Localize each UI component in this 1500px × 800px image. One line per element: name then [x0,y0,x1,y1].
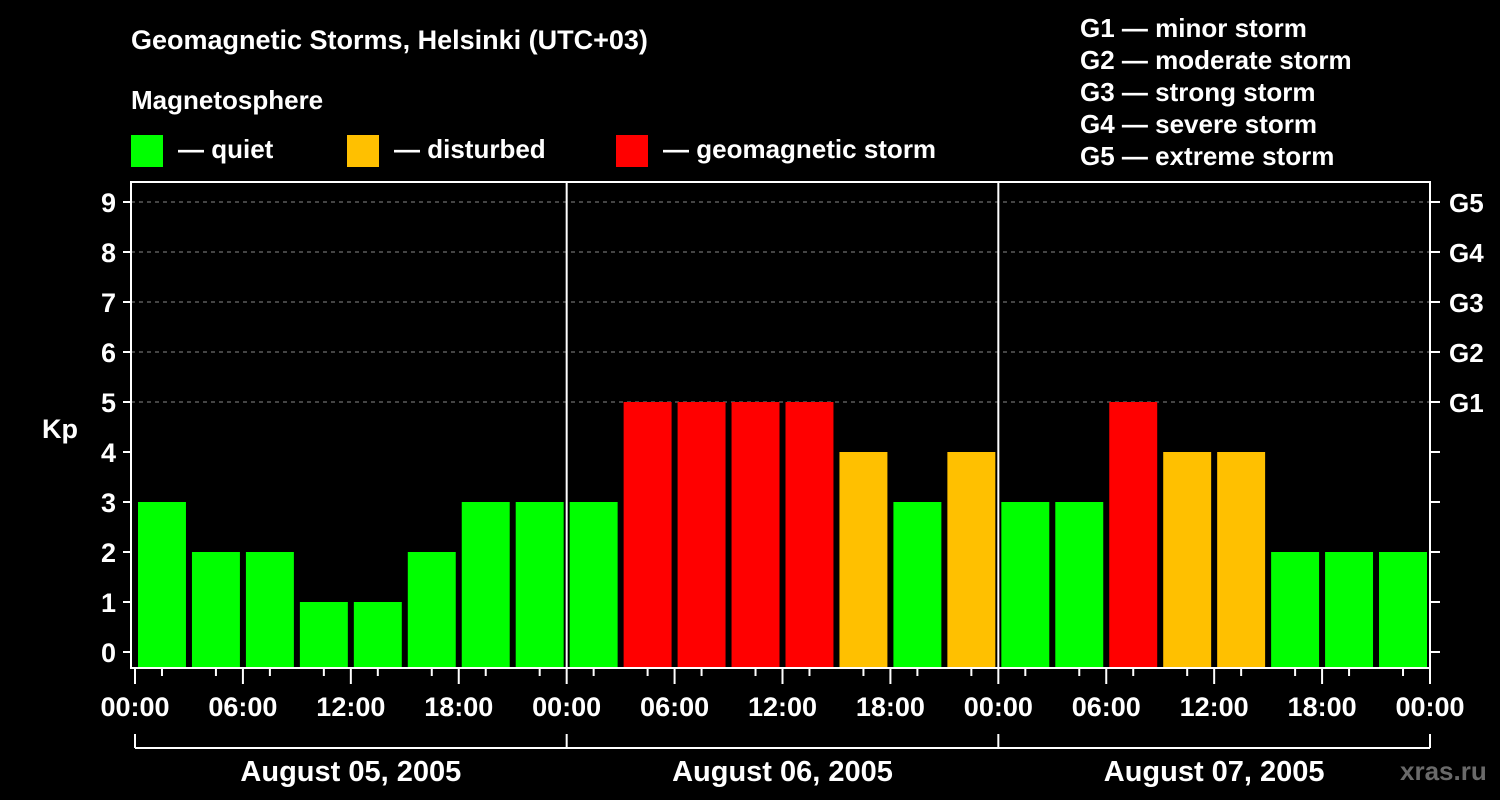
storm-level-label: G1 [1449,388,1484,418]
storm-level-label: G3 [1449,288,1484,318]
legend-label-storm: — geomagnetic storm [663,134,936,164]
kp-bar [1271,552,1320,668]
date-label: August 07, 2005 [1104,756,1325,788]
storm-scale-g1: G1 — minor storm [1080,13,1307,43]
legend-swatch-storm [616,135,648,167]
kp-bar [1217,452,1266,668]
legend-label-disturbed: — disturbed [394,134,546,164]
y-axis-ticks: 0 1 2 3 4 5 6 7 8 9 [101,188,131,668]
kp-bar [245,552,294,668]
kp-bar [947,452,996,668]
kp-bar [1163,452,1212,668]
y-tick-label: 9 [101,188,116,218]
y-tick-label: 8 [101,238,116,268]
y-tick-label: 3 [101,488,116,518]
storm-level-label: G5 [1449,188,1484,218]
y-tick-label: 1 [101,588,116,618]
y-tick-label: 5 [101,388,116,418]
chart-title: Geomagnetic Storms, Helsinki (UTC+03) [131,25,648,55]
kp-bar [731,402,780,668]
date-brackets: August 05, 2005 August 06, 2005 August 07,… [134,734,1431,788]
y-tick-label: 2 [101,538,116,568]
x-tick-label: 00:00 [532,692,601,722]
x-tick-label: 12:00 [748,692,817,722]
kp-bar [353,602,402,668]
date-label: August 06, 2005 [672,756,893,788]
x-tick-label: 00:00 [100,692,169,722]
legend-swatch-disturbed [347,135,379,167]
legend: — quiet — disturbed — geomagnetic storm [131,134,936,167]
watermark: xras.ru [1400,756,1487,786]
kp-bar [407,552,456,668]
date-label: August 05, 2005 [240,756,461,788]
y-tick-label: 0 [101,638,116,668]
legend-label-quiet: — quiet [178,134,274,164]
x-tick-label: 12:00 [316,692,385,722]
kp-bar [1055,502,1104,668]
chart-subtitle: Magnetosphere [131,85,323,115]
y-tick-label: 6 [101,338,116,368]
x-tick-label: 06:00 [208,692,277,722]
storm-level-label: G4 [1449,238,1484,268]
storm-level-axis: G1 G2 G3 G4 G5 [1430,188,1484,653]
kp-bar [1325,552,1374,668]
bars [138,402,1427,668]
x-tick-label: 06:00 [640,692,709,722]
kp-bar [785,402,834,668]
x-tick-label: 06:00 [1072,692,1141,722]
kp-bar [515,502,564,668]
x-tick-label: 18:00 [1288,692,1357,722]
legend-swatch-quiet [131,135,163,167]
plot-frame [130,181,1431,669]
kp-bar [461,502,510,668]
x-tick-label: 12:00 [1180,692,1249,722]
storm-level-label: G2 [1449,338,1484,368]
day-dividers [565,182,1000,668]
kp-bar [1001,502,1050,668]
kp-bar [569,502,618,668]
x-tick-label: 00:00 [964,692,1033,722]
y-tick-label: 7 [101,288,116,318]
storm-scale-g2: G2 — moderate storm [1080,45,1352,75]
kp-bar [299,602,348,668]
storm-scale-g5: G5 — extreme storm [1080,141,1334,171]
x-tick-label: 00:00 [1395,692,1464,722]
kp-bar [138,502,186,668]
storm-scale-g4: G4 — severe storm [1080,109,1317,139]
grid-lines [131,201,1430,403]
kp-bar [623,402,672,668]
x-tick-label: 18:00 [424,692,493,722]
y-axis-label: Kp [42,414,78,444]
storm-scale-legend: G1 — minor storm G2 — moderate storm G3 … [1080,13,1352,171]
kp-bar [191,552,240,668]
x-tick-label: 18:00 [856,692,925,722]
kp-bar [1379,552,1427,668]
y-tick-label: 4 [101,438,116,468]
kp-bar [839,452,888,668]
kp-bar [677,402,726,668]
kp-bar [1109,402,1158,668]
kp-bar [893,502,942,668]
x-axis-ticks: 00:00 06:00 12:00 18:00 00:00 06:00 12:00 18:00… [100,668,1465,722]
storm-scale-g3: G3 — strong storm [1080,77,1315,107]
